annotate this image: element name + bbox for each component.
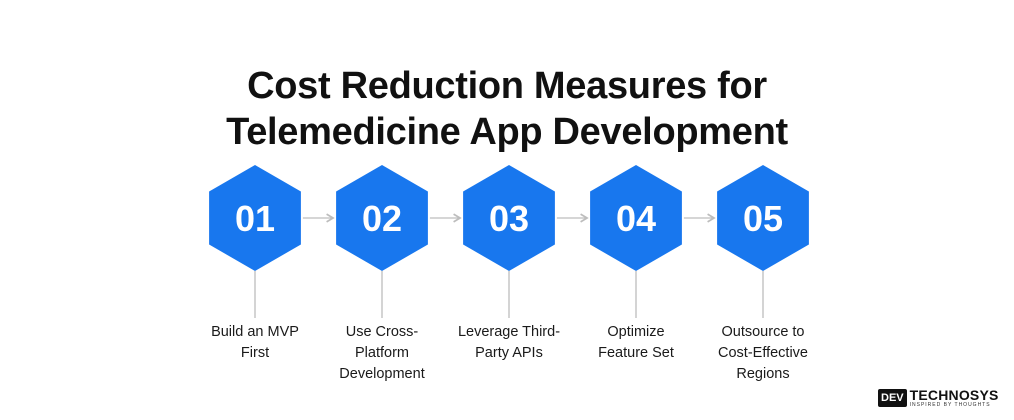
step-label-line: Outsource to [721,324,805,340]
company-logo: DEV TECHNOSYS INSPIRED BY THOUGHTS [878,388,999,408]
step-number: 04 [616,198,656,239]
step-number: 03 [489,198,529,239]
step-label-line: Party APIs [475,345,543,361]
title-line-1: Cost Reduction Measures for [247,65,767,108]
step-number: 01 [235,198,275,239]
step-label: Outsource to Cost-Effective Regions [678,322,848,385]
step-label-line: Build an MVP [211,324,299,340]
step-number: 02 [362,198,402,239]
step-hexagon [717,165,809,271]
step-hexagon [336,165,428,271]
step-label-line: Regions [736,366,790,382]
step-label-line: Feature Set [598,345,674,361]
step-label: Build an MVP First [170,322,340,364]
step-label: Leverage Third- Party APIs [424,322,594,364]
logo-dev-mark: DEV [878,389,907,407]
step-label: Optimize Feature Set [551,322,721,364]
step-number: 05 [743,198,783,239]
step-label-line: First [240,345,270,361]
step-label-line: Development [339,366,425,382]
step-label-line: Platform [355,345,409,361]
step-label-line: Optimize [607,324,665,340]
logo-tagline: INSPIRED BY THOUGHTS [909,401,991,408]
step-hexagon [209,165,301,271]
step-label-line: Use Cross- [345,324,419,340]
step-hexagon [590,165,682,271]
logo-name: TECHNOSYS [909,386,999,403]
step-hexagon [463,165,555,271]
page-title: Cost Reduction Measures for Telemedicine… [0,63,1014,155]
title-line-2: Telemedicine App Development [226,111,788,154]
step-label: Use Cross- Platform Development [297,322,467,385]
logo-brand: TECHNOSYS INSPIRED BY THOUGHTS [909,386,999,408]
step-label-line: Leverage Third- [457,324,561,340]
step-label-line: Cost-Effective [718,345,808,361]
